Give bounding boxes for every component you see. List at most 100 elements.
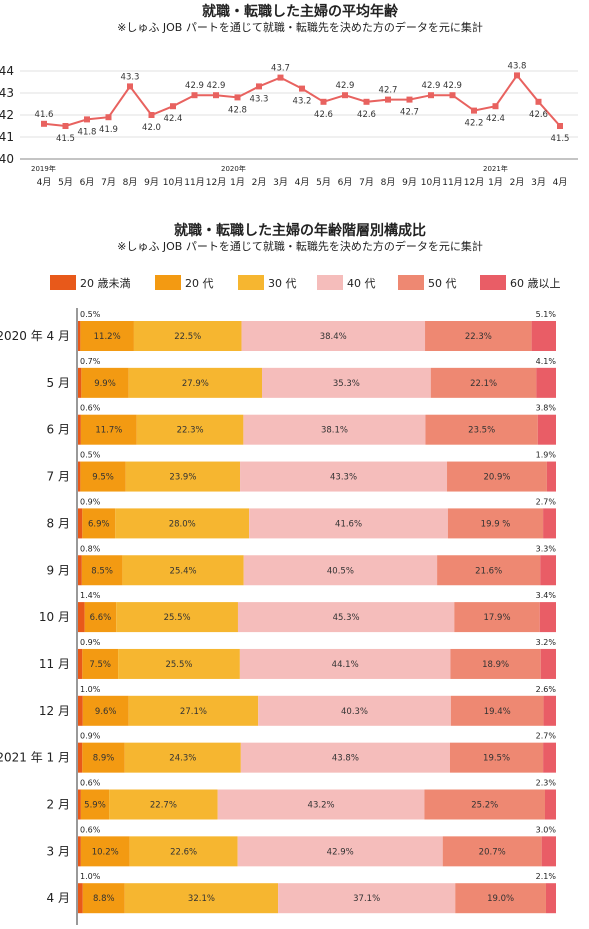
x-tick-label: 4月 bbox=[295, 177, 310, 188]
bar-segment bbox=[78, 836, 81, 867]
segment-label: 0.9% bbox=[80, 732, 101, 741]
stacked-bar-chart: 就職・転職した主婦の年齢階層別構成比 ※しゅふ JOB パートを通じて就職・転職… bbox=[0, 222, 561, 925]
row-label: 3 月 bbox=[47, 844, 70, 858]
bar-segment bbox=[237, 836, 443, 867]
x-tick-label: 1月 bbox=[488, 177, 503, 188]
segment-label: 0.6% bbox=[80, 404, 101, 413]
year-label-2021: 2021年 bbox=[483, 164, 508, 173]
segment-label: 22.7% bbox=[150, 801, 177, 811]
segment-label: 19.5% bbox=[483, 754, 510, 764]
segment-label: 8.9% bbox=[93, 754, 115, 764]
x-tick-label: 12月 bbox=[206, 177, 226, 188]
x-tick-label: 7月 bbox=[101, 177, 116, 188]
x-tick-label: 11月 bbox=[442, 177, 462, 188]
bar-segment bbox=[82, 695, 129, 726]
bar-segment bbox=[78, 508, 83, 539]
data-point bbox=[514, 72, 520, 79]
x-tick-label: 3月 bbox=[531, 177, 546, 188]
data-point bbox=[277, 74, 284, 81]
data-label: 41.6 bbox=[35, 110, 54, 120]
bar-chart-subtitle: ※しゅふ JOB パートを通じて就職・転職先を決めた方のデータを元に集計 bbox=[117, 239, 483, 253]
segment-label: 44.1% bbox=[332, 660, 359, 670]
segment-label: 7.5% bbox=[89, 660, 111, 670]
segment-label: 18.9% bbox=[482, 660, 509, 670]
segment-label: 0.9% bbox=[80, 638, 101, 647]
bar-segment bbox=[78, 883, 83, 914]
segment-label: 38.1% bbox=[321, 426, 348, 436]
segment-label: 0.6% bbox=[80, 779, 101, 788]
segment-label: 2.7% bbox=[536, 732, 557, 741]
row-label: 8 月 bbox=[47, 516, 70, 530]
segment-label: 0.8% bbox=[80, 544, 101, 553]
x-tick-label: 10月 bbox=[421, 177, 441, 188]
x-tick-label: 6月 bbox=[338, 177, 353, 188]
segment-label: 35.3% bbox=[333, 379, 360, 389]
segment-label: 43.2% bbox=[308, 801, 335, 811]
bar-segment bbox=[545, 883, 556, 914]
bar-segment bbox=[262, 367, 431, 398]
data-point bbox=[428, 92, 434, 99]
bar-segment bbox=[449, 742, 544, 773]
data-label: 42.4 bbox=[486, 114, 505, 124]
segment-label: 37.1% bbox=[353, 894, 380, 904]
segment-label: 40.5% bbox=[327, 566, 354, 576]
data-point bbox=[363, 98, 370, 105]
y-tick-label: 42 bbox=[0, 108, 14, 122]
legend-label: 40 代 bbox=[347, 277, 376, 290]
segment-label: 6.6% bbox=[90, 613, 112, 623]
segment-label: 40.3% bbox=[341, 707, 368, 717]
bar-segment bbox=[278, 883, 456, 914]
data-label: 42.9 bbox=[207, 81, 226, 91]
segment-label: 3.3% bbox=[536, 544, 557, 553]
bar-segment bbox=[258, 695, 451, 726]
segment-label: 25.2% bbox=[471, 801, 498, 811]
bar-segment bbox=[133, 321, 242, 351]
bar-rows: 2020 年 4 月 0.5% 11.2% 22.5% 38.4% 22.3% 5.1% 5 … bbox=[0, 310, 557, 914]
row-label: 2 月 bbox=[47, 798, 70, 812]
data-point bbox=[492, 103, 499, 110]
segment-label: 22.6% bbox=[170, 847, 197, 857]
data-point bbox=[449, 92, 456, 99]
segment-label: 23.5% bbox=[468, 426, 495, 436]
segment-label: 22.3% bbox=[465, 332, 492, 342]
bar-segment bbox=[536, 367, 556, 398]
y-tick-label: 44 bbox=[0, 64, 14, 78]
segment-label: 3.0% bbox=[536, 825, 557, 834]
data-point bbox=[234, 94, 241, 101]
legend-label: 30 代 bbox=[268, 277, 297, 290]
line-chart: 就職・転職した主婦の平均年齢 ※しゅふ JOB パートを通じて就職・転職先を決め… bbox=[0, 3, 578, 188]
data-point bbox=[170, 103, 176, 110]
line-y-axis: 40 41 42 43 44 bbox=[0, 64, 14, 166]
segment-label: 25.4% bbox=[170, 566, 197, 576]
data-label: 43.7 bbox=[271, 64, 290, 74]
bar-segment bbox=[540, 555, 556, 586]
bar-legend: 20 歳未満 20 代 30 代 40 代 50 代 60 歳以上 bbox=[50, 275, 561, 290]
legend-swatch bbox=[50, 275, 76, 290]
segment-label: 5.1% bbox=[536, 310, 557, 319]
bar-segment bbox=[124, 883, 279, 914]
segment-label: 6.9% bbox=[88, 519, 110, 529]
segment-label: 3.8% bbox=[536, 404, 557, 413]
x-tick-label: 10月 bbox=[163, 177, 183, 188]
data-point bbox=[127, 83, 133, 90]
row-label: 10 月 bbox=[39, 610, 70, 624]
x-tick-label: 3月 bbox=[273, 177, 288, 188]
line-chart-subtitle: ※しゅふ JOB パートを通じて就職・転職先を決めた方のデータを元に集計 bbox=[117, 20, 483, 34]
segment-label: 27.1% bbox=[180, 707, 207, 717]
row-label: 5 月 bbox=[47, 376, 70, 390]
data-point bbox=[385, 96, 391, 103]
segment-label: 19.0% bbox=[487, 894, 514, 904]
data-label: 42.8 bbox=[228, 105, 247, 115]
legend-label: 20 歳未満 bbox=[80, 277, 131, 290]
x-tick-label: 2月 bbox=[510, 177, 525, 188]
data-point bbox=[41, 120, 47, 127]
bar-segment bbox=[539, 602, 556, 633]
bar-segment bbox=[82, 883, 125, 914]
year-label-2020: 2020年 bbox=[221, 164, 246, 173]
x-tick-label: 2月 bbox=[252, 177, 267, 188]
segment-label: 21.6% bbox=[475, 566, 502, 576]
bar-segment bbox=[442, 836, 542, 867]
data-label: 42.9 bbox=[422, 81, 441, 91]
x-tick-label: 8月 bbox=[123, 177, 138, 188]
bar-segment bbox=[82, 508, 116, 539]
